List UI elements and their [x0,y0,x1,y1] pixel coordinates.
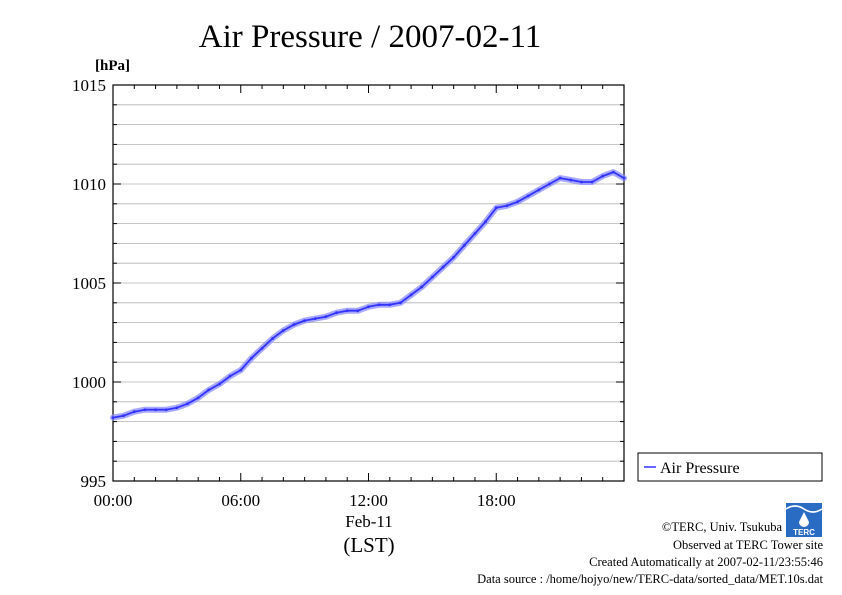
data-point [345,309,349,313]
data-point [132,410,136,414]
data-point [430,275,434,279]
data-point [281,329,285,332]
data-point [462,243,466,247]
x-date-label: Feb-11 [345,512,393,531]
data-point [611,170,615,174]
data-point [207,388,211,392]
y-tick-label: 1015 [72,76,106,95]
x-tick-labels: 00:00 06:00 12:00 18:00 [94,491,516,510]
terc-logo: TERC [785,503,823,537]
legend-label: Air Pressure [660,460,740,477]
x-tick-label: 12:00 [349,491,388,510]
data-point [548,182,551,186]
y-axis-label: [hPa] [95,58,130,74]
y-tick-label: 1010 [72,175,106,194]
x-axis-label: (LST) [343,533,394,557]
logo-text: TERC [793,528,815,537]
data-point [537,188,541,192]
data-point [558,176,562,180]
data-point [590,180,594,184]
x-tick-label: 06:00 [221,491,260,510]
created-text: Created Automatically at 2007-02-11/23:5… [589,555,823,569]
data-point [452,255,456,259]
data-point [494,206,498,210]
chart-title: Air Pressure / 2007-02-11 [199,19,541,55]
data-point [441,265,445,269]
data-point [356,309,360,313]
data-point [260,346,264,350]
data-point [122,414,126,418]
data-point [271,337,275,340]
data-point [249,356,253,360]
data-point [313,317,317,321]
y-tick-label: 1000 [72,373,106,392]
data-point [228,374,232,378]
data-point [569,178,573,182]
series-band [110,169,627,421]
x-tick-label: 00:00 [94,491,133,510]
data-point [154,408,157,412]
data-point [484,220,488,224]
data-point [420,285,424,289]
data-point [292,323,296,326]
series-layer [110,169,627,421]
data-point [367,305,370,309]
grid [113,104,624,462]
plot-frame [112,84,625,482]
copyright-text: ©TERC, Univ. Tsukuba [662,520,783,534]
data-point [239,368,243,372]
data-point [399,301,402,305]
data-point [196,396,200,400]
y-tick-label: 1005 [72,274,106,293]
series-line [112,171,625,419]
data-point [324,315,328,319]
data-point [377,303,381,307]
y-tick-labels: 995 1000 1005 1010 1015 [72,76,106,491]
legend: Air Pressure [637,452,823,482]
data-point [175,406,179,410]
data-point [335,311,338,315]
data-point [409,293,413,297]
data-point [164,408,168,412]
data-point [473,232,477,235]
data-point [505,204,509,208]
y-tick-label: 995 [81,472,107,491]
data-point [303,319,307,323]
x-tick-label: 18:00 [477,491,516,510]
data-point [516,200,519,204]
source-text: Data source : /home/hojyo/new/TERC-data/… [477,572,823,586]
data-point [622,176,626,180]
data-point [601,174,605,178]
data-point [388,303,392,307]
data-point [580,180,583,184]
data-point [186,402,189,406]
legend-box [637,452,823,482]
data-point [526,194,530,198]
observed-text: Observed at TERC Tower site [673,538,823,552]
data-point [143,408,147,412]
data-point [111,416,115,420]
data-point [218,382,221,386]
